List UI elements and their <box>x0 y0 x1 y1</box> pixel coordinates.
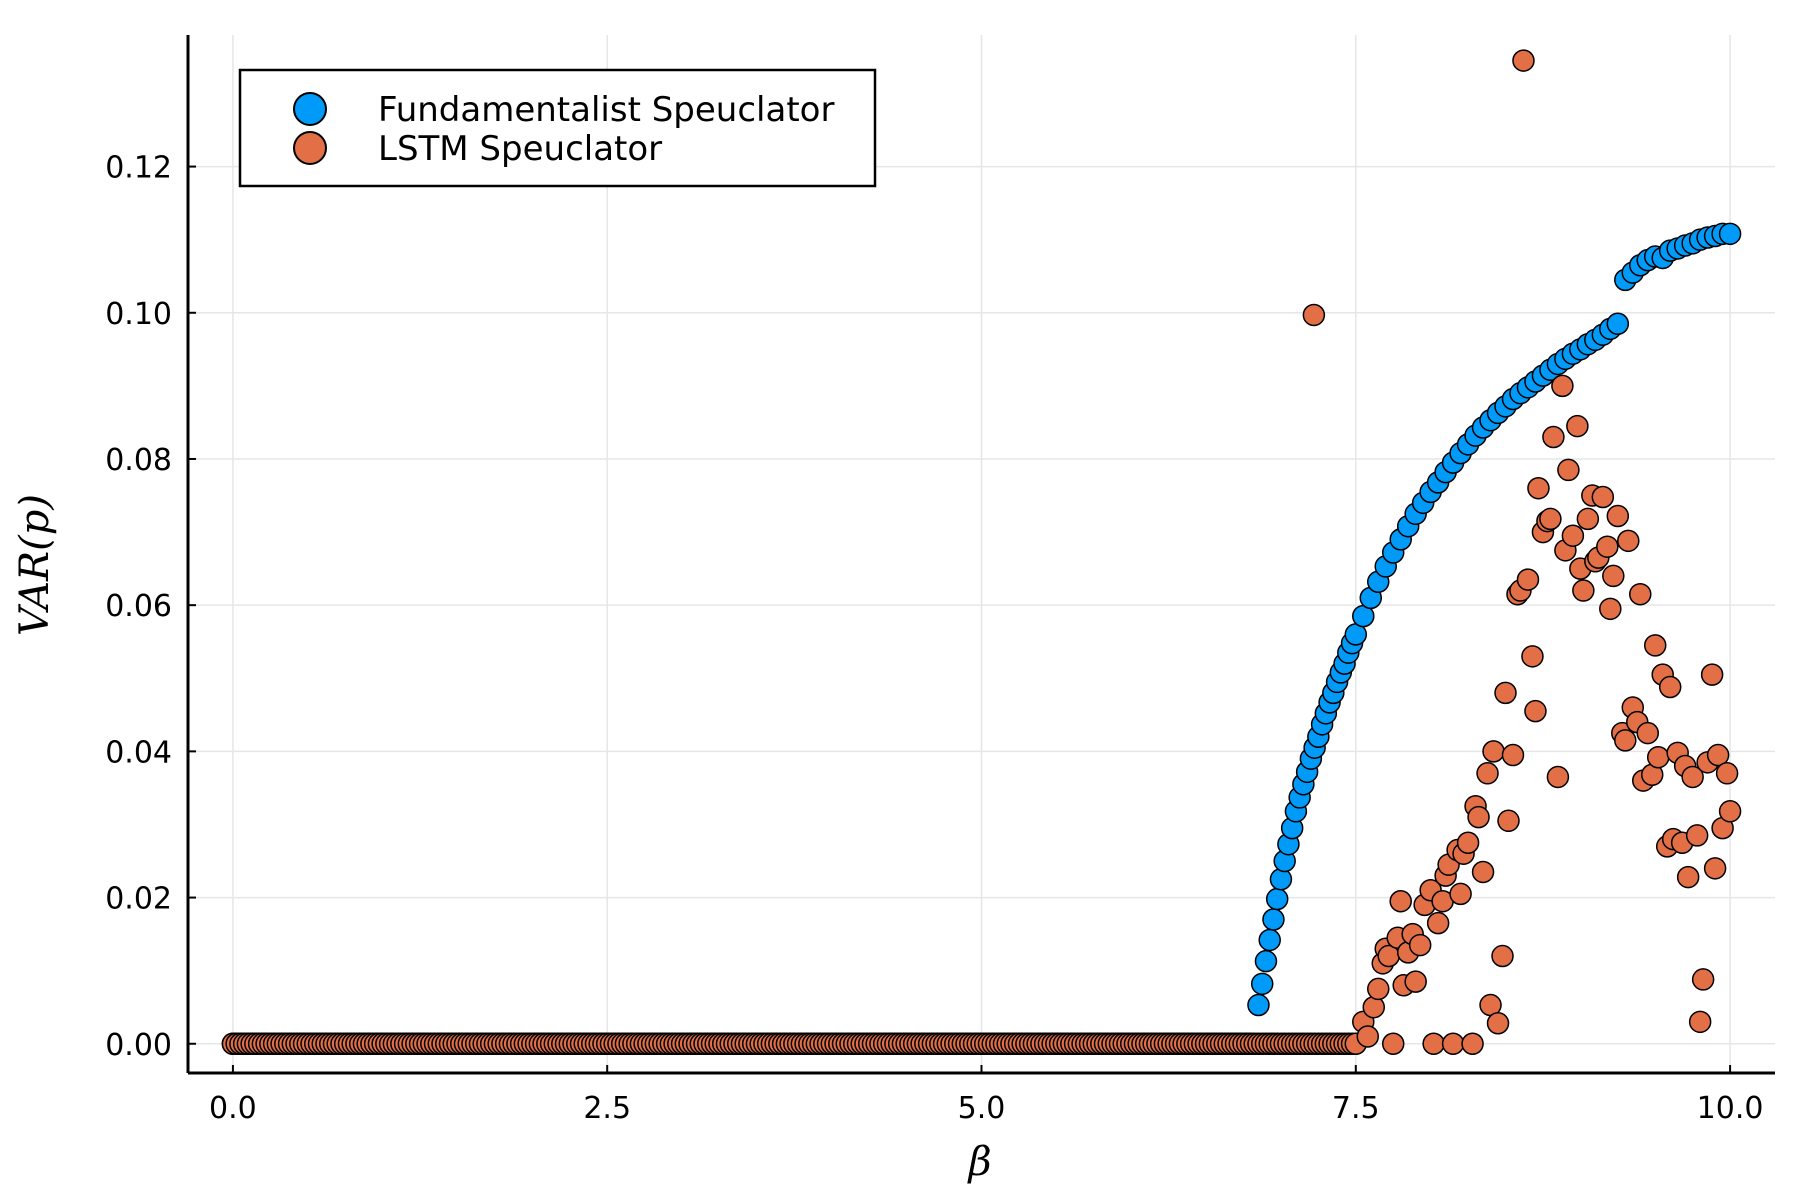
lstm-point <box>1362 995 1386 1019</box>
zero-markers <box>221 1032 1368 1056</box>
lstm-point <box>1602 564 1625 588</box>
y-tick-label: 0.02 <box>105 882 172 917</box>
lstm-point <box>1456 831 1480 854</box>
y-tick-label: 0.12 <box>105 151 172 186</box>
lstm-point <box>1703 857 1727 880</box>
y-tick-label: 0.08 <box>105 443 172 478</box>
legend-label-lstm: LSTM Speuclator <box>378 129 662 169</box>
x-axis-title: β <box>966 1139 991 1185</box>
x-tick-label: 2.5 <box>583 1091 631 1126</box>
y-tick-label: 0.00 <box>105 1028 172 1063</box>
lstm-point <box>1557 458 1580 482</box>
grid <box>188 35 1775 1073</box>
lstm-point <box>1542 425 1565 449</box>
lstm-point <box>1471 860 1495 884</box>
lstm-point <box>1476 762 1499 785</box>
y-tick-label: 0.10 <box>105 297 172 332</box>
y-tick-label: 0.04 <box>105 735 172 770</box>
lstm-point <box>1681 765 1704 789</box>
lstm-point <box>1461 1032 1484 1056</box>
x-tick-label: 7.5 <box>1332 1091 1380 1126</box>
lstm-point <box>1426 911 1450 935</box>
fundamentalist-point <box>1718 222 1742 246</box>
lstm-point <box>1356 1025 1380 1048</box>
lstm-point <box>1706 743 1730 767</box>
fundamentalist-point <box>1250 972 1274 996</box>
lstm-point <box>1546 765 1570 789</box>
legend-box <box>238 68 877 188</box>
lstm-point <box>1404 970 1427 993</box>
x-tick-label: 0.0 <box>209 1091 257 1126</box>
lstm-point <box>1491 944 1514 968</box>
lstm-point <box>1521 645 1544 668</box>
fundamentalist-point <box>1265 887 1289 911</box>
lstm-point <box>1629 582 1652 606</box>
legend-marker-fundamentalist <box>293 92 327 126</box>
lstm-point <box>1494 681 1517 705</box>
lstm-point <box>1646 745 1670 769</box>
lstm-point <box>1614 729 1637 752</box>
lstm-point <box>1691 968 1715 991</box>
lstm-point <box>1643 634 1667 657</box>
lstm-point <box>1422 1032 1445 1056</box>
lstm-point <box>1449 882 1472 906</box>
lstm-point <box>1576 507 1600 531</box>
lstm-point <box>1524 699 1547 723</box>
lstm-point <box>1636 721 1659 745</box>
lstm-point <box>1497 809 1520 833</box>
lstm-point <box>1617 529 1640 553</box>
lstm-point <box>1467 805 1490 829</box>
fundamentalist-point <box>1254 949 1278 973</box>
lstm-point <box>1408 933 1432 957</box>
legend: Fundamentalist Speuclator LSTM Speuclato… <box>238 68 877 188</box>
data-points <box>1247 49 1742 1056</box>
lstm-point <box>1715 762 1739 785</box>
lstm-point <box>1512 49 1535 72</box>
lstm-point <box>1539 507 1562 531</box>
lstm-point <box>1516 568 1540 591</box>
x-tick-label: 10.0 <box>1697 1091 1764 1126</box>
lstm-point <box>1302 303 1326 327</box>
fundamentalist-point <box>1258 928 1281 952</box>
lstm-point <box>1676 865 1700 889</box>
fundamentalist-point <box>1262 908 1285 931</box>
lstm-point <box>1367 977 1390 1001</box>
fundamentalist-point <box>1247 993 1270 1017</box>
lstm-point <box>1596 535 1619 558</box>
lstm-point <box>1527 476 1550 500</box>
lstm-point <box>1685 824 1709 847</box>
fundamentalist-point <box>1269 868 1293 891</box>
fundamentalist-point <box>1606 312 1630 335</box>
lstm-point <box>1381 1032 1405 1056</box>
lstm-point <box>1551 374 1574 398</box>
lstm-point <box>1688 1010 1712 1034</box>
lstm-point <box>1718 800 1742 823</box>
lstm-point <box>1700 663 1724 686</box>
lstm-point <box>1561 524 1585 547</box>
lstm-point <box>1501 743 1525 767</box>
lstm-point <box>1606 504 1630 528</box>
lstm-point <box>1658 675 1682 699</box>
x-tick-label: 5.0 <box>958 1091 1006 1126</box>
lstm-point <box>1482 740 1505 763</box>
lstm-point <box>1566 414 1589 438</box>
y-axis-title: VAR(p) <box>12 494 58 636</box>
lstm-point <box>1591 485 1615 509</box>
lstm-point <box>1389 889 1412 913</box>
lstm-point <box>1441 1032 1465 1056</box>
lstm-point <box>1599 597 1622 621</box>
legend-marker-lstm <box>293 131 327 165</box>
y-tick-label: 0.06 <box>105 589 172 624</box>
legend-label-fundamentalist: Fundamentalist Speuclator <box>378 90 834 130</box>
lstm-point <box>1572 579 1595 602</box>
lstm-point <box>1486 1012 1510 1035</box>
tick-labels: 0.0 2.5 5.0 7.5 10.0 0.00 0.02 0.04 0.06 0.08 0.10… <box>105 151 1763 1126</box>
